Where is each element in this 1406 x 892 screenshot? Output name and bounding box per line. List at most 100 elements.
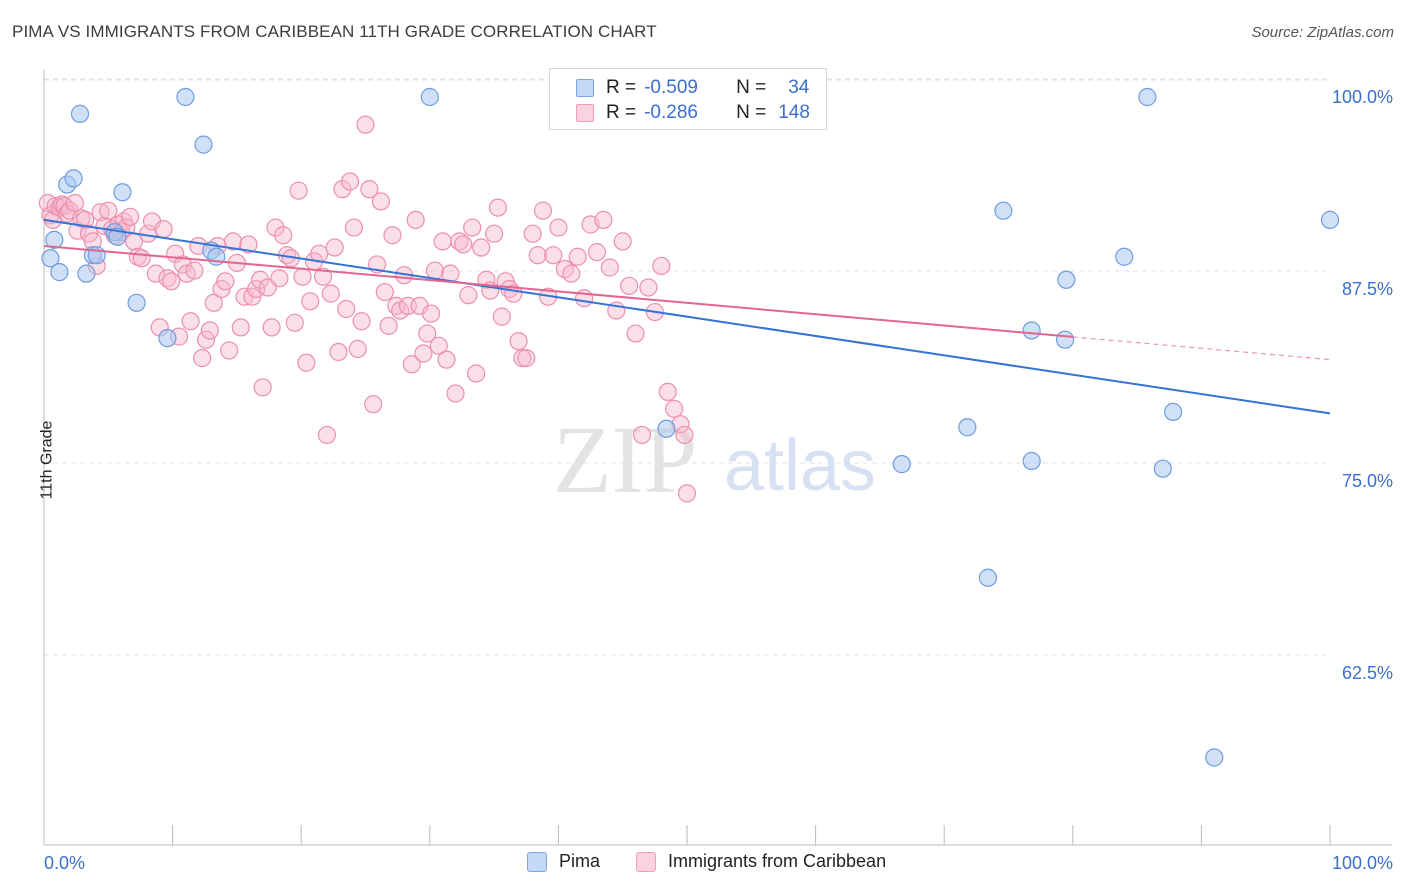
caribbean-point [600,258,619,277]
legend-r-label: R = [606,102,637,123]
caribbean-point [364,395,383,414]
caribbean-point [587,243,607,262]
legend-r-value: -0.286 [644,102,698,123]
caribbean-point [173,255,192,274]
caribbean-point [492,307,511,326]
pima-point [1320,210,1340,229]
caribbean-point [253,378,272,397]
pima-point [978,568,998,587]
caribbean-point [65,193,84,213]
caribbean-point [204,293,223,312]
caribbean-point [301,292,320,311]
x-tick-label: 100.0% [1332,853,1393,873]
caribbean-point [375,282,394,302]
tick-labels: 100.0% 87.5% 75.0% 62.5% 0.0% 100.0% [44,87,1393,873]
caribbean-trend-extension [1072,336,1331,361]
caribbean-point [626,324,645,343]
caribbean-point [466,364,486,383]
pima-point [1164,402,1183,421]
caribbean-point [196,330,216,349]
caribbean-point [181,312,200,331]
caribbean-point [132,249,151,268]
pima-point [994,201,1013,220]
caribbean-point [379,316,398,335]
legend-r-value: -0.509 [644,77,698,98]
caribbean-point [639,278,658,297]
caribbean-point [297,353,316,372]
caribbean-point [313,267,333,286]
caribbean-point [231,318,250,337]
caribbean-point [317,425,337,445]
x-tick-label: 0.0% [44,853,85,873]
caribbean-point [446,384,465,403]
caribbean-point [360,180,379,199]
pima-point [1205,748,1224,767]
caribbean-point [421,304,441,323]
legend-row-caribbean: R = -0.286 N = 148 [576,101,810,125]
pima-point [45,230,64,249]
y-tick-label: 62.5% [1342,663,1393,683]
caribbean-point [463,218,482,237]
caribbean-point [293,267,312,286]
caribbean-point [613,232,632,251]
legend-item-pima: Pima [527,851,600,872]
caribbean-point [352,312,371,331]
y-axis-label: 11th Grade [38,420,56,500]
pima-point [1138,87,1157,107]
caribbean-point [513,349,532,368]
legend-item-caribbean: Immigrants from Caribbean [636,851,886,872]
caribbean-point [356,115,375,134]
legend-n-value: 34 [788,77,810,98]
caribbean-point [544,246,563,265]
caribbean-point [488,198,508,217]
caribbean-point [99,201,118,220]
caribbean-point [523,224,542,243]
caribbean-point [402,355,421,374]
pima-point [77,264,96,283]
caribbean-point [321,284,340,303]
caribbean-point [340,172,360,191]
axes [43,70,1392,846]
pima-point [1115,247,1134,266]
caribbean-point [266,218,285,237]
legend-swatch-caribbean [576,104,594,122]
legend-swatch-pima [527,851,547,872]
pima-point [64,169,83,188]
watermark-atlas: atlas [724,426,876,506]
caribbean-point [371,192,391,211]
caribbean-point [193,349,212,368]
caribbean-point [406,210,425,229]
caribbean-point [562,264,581,283]
pima-point [176,87,195,107]
caribbean-point [250,270,270,289]
caribbean-point [274,226,293,245]
gridlines [44,78,1330,656]
caribbean-point [348,339,367,359]
caribbean-point [337,299,356,319]
caribbean-point [333,180,352,199]
pima-point [113,183,132,202]
caribbean-point [485,224,504,243]
legend-r-label: R = [606,77,637,98]
legend-swatch-caribbean [636,851,656,872]
caribbean-point [146,264,165,283]
legend-n-label: N = [736,102,767,123]
caribbean-point [247,279,266,299]
caribbean-point [289,181,308,200]
y-tick-label: 87.5% [1342,279,1393,299]
watermark: ZIP atlas [553,406,876,513]
pima-point [892,455,911,474]
caribbean-point [162,272,181,291]
legend-row-pima: R = -0.509 N = 34 [576,76,809,100]
caribbean-point [425,261,445,280]
caribbean-point [329,342,348,362]
caribbean-point [270,269,289,288]
caribbean-point [216,272,235,291]
pima-point [1057,270,1076,289]
pima-point [70,104,90,123]
caribbean-point [433,232,452,251]
caribbean-point [76,210,95,229]
caribbean-trend-line [43,244,1073,338]
caribbean-point [632,425,652,445]
caribbean-point [185,261,204,280]
